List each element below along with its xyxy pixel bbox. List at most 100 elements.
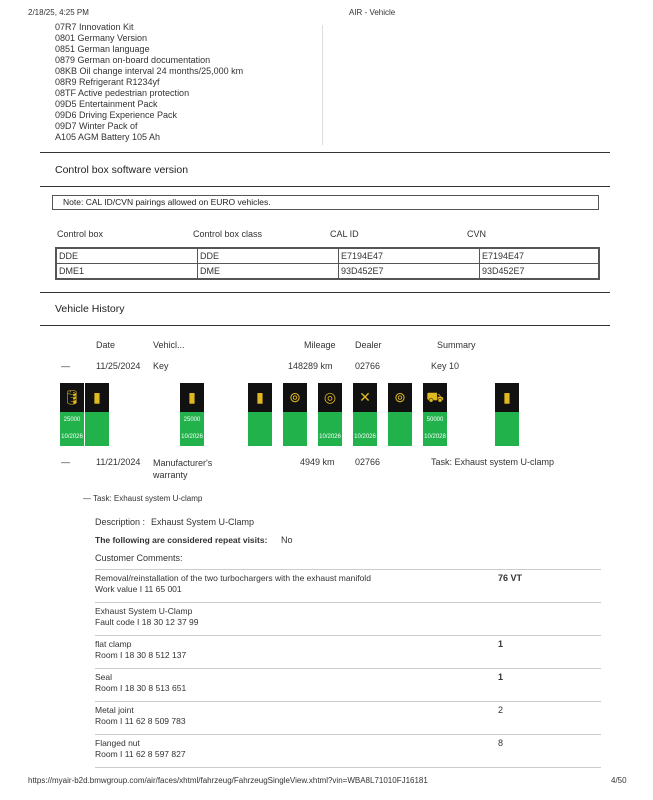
task-item: flat clamp Room I 18 30 8 512 137 [95,639,186,661]
item-quantity: 8 [498,738,504,748]
brake-fluid-icon: ◎ [323,389,337,405]
item-name: Flanged nut [95,738,140,748]
service-tile[interactable]: ▮ [85,383,109,446]
service-tile[interactable]: ▮ 25000 10/2026 [180,383,204,446]
tile-date [85,429,109,446]
battery-icon: ▮ [256,389,264,405]
task-collapse-toggle[interactable]: — [83,494,91,503]
col-header-mileage[interactable]: Mileage [304,340,336,350]
option-item: 0801 Germany Version [55,33,148,43]
print-title: AIR - Vehicle [349,8,396,17]
service-tile[interactable]: ▮ [495,383,519,446]
history-mileage: 148289 km [288,361,333,371]
tile-date: 10/2026 [354,434,376,440]
tile-mileage [495,412,519,429]
task-item: Flanged nut Room I 11 62 8 597 827 [95,738,186,760]
divider [40,292,610,293]
col-header-cal-id: CAL ID [330,229,359,239]
tile-mileage [85,412,109,429]
oil-can-icon: 🛢 [63,389,81,405]
service-tile[interactable]: ▮ [248,383,272,446]
tile-date: 10/2026 [319,434,341,440]
front-brake-icon: ⊚ [289,389,301,405]
tile-date: 10/2026 [181,434,203,440]
tile-date: 10/2028 [424,434,446,440]
note-label: Note: [63,197,84,207]
page-number: 4/50 [611,776,627,785]
task-title: Task: Exhaust system U-clamp [93,494,203,503]
option-item: 09D6 Driving Experience Pack [55,110,178,120]
col-header-cvn: CVN [467,229,487,239]
service-tile[interactable]: ◎ 10/2026 [318,383,342,446]
description-label: Description : [95,517,146,527]
table-cell: 93D452E7 [338,263,480,280]
table-cell: DME [197,263,339,280]
table-cell: 93D452E7 [479,263,600,280]
item-code: Room I 18 30 8 512 137 [95,650,187,660]
tile-mileage [283,412,307,429]
history-mileage: 4949 km [300,457,335,467]
item-quantity: 2 [498,705,504,715]
tile-mileage [388,412,412,429]
item-code: Room I 11 62 8 597 827 [95,749,186,759]
repeat-visits-label: The following are considered repeat visi… [95,535,268,545]
collapse-toggle[interactable]: — [61,457,70,467]
history-dealer: 02766 [355,361,381,371]
service-tile[interactable]: ✕ 10/2026 [353,383,377,446]
option-item: 0851 German language [55,44,150,54]
table-cell: E7194E47 [479,247,600,264]
option-item: 08KB Oil change interval 24 months/25,00… [55,66,244,76]
col-header-vehicle[interactable]: Vehicl... [153,340,185,350]
col-header-summary[interactable]: Summary [437,340,476,350]
option-item: 08TF Active pedestrian protection [55,88,190,98]
service-tile[interactable]: ⛟ 50000 10/2028 [423,383,447,446]
history-dealer: 02766 [355,457,381,467]
row-divider [95,602,601,603]
row-divider [95,668,601,669]
rear-brake-icon: ⊚ [394,389,406,405]
tile-date: 10/2026 [61,434,83,440]
item-code: Room I 18 30 8 513 651 [95,683,187,693]
item-name: Metal joint [95,705,134,715]
tile-mileage [248,412,272,429]
tile-mileage: 50000 [426,417,444,423]
item-code: Work value I 11 65 001 [95,584,182,594]
option-item: 09D5 Entertainment Pack [55,99,158,109]
item-code: Room I 11 62 8 509 783 [95,716,186,726]
item-quantity: 76 VT [498,573,523,583]
row-divider [95,767,601,768]
option-item: A105 AGM Battery 105 Ah [55,132,161,142]
item-code: Fault code I 18 30 12 37 99 [95,617,199,627]
service-tile[interactable]: ⊚ [388,383,412,446]
row-divider [95,569,601,570]
battery-icon: ▮ [188,389,196,405]
col-header-control-box-class: Control box class [193,229,263,239]
history-vehicle: Key [153,361,169,371]
row-divider [95,635,601,636]
service-tools-icon: ✕ [359,389,371,405]
repeat-visits-value: No [281,535,293,545]
item-quantity: 1 [498,639,504,649]
section-title-control-box: Control box software version [55,164,189,176]
collapse-toggle[interactable]: — [61,361,70,371]
service-tile[interactable]: ⊚ [283,383,307,446]
col-header-dealer[interactable]: Dealer [355,340,382,350]
vehicle-inspection-icon: ⛟ [426,389,444,405]
item-name: flat clamp [95,639,132,649]
task-item: Metal joint Room I 11 62 8 509 783 [95,705,186,727]
table-cell: DDE [55,247,198,264]
task-item: Seal Room I 18 30 8 513 651 [95,672,186,694]
tile-date [248,429,272,446]
tile-mileage: 25000 [63,417,81,423]
section-title-vehicle-history: Vehicle History [55,303,125,315]
history-date: 11/25/2024 [96,361,141,371]
option-item: 08R9 Refrigerant R1234yf [55,77,160,87]
col-header-date[interactable]: Date [96,340,116,350]
service-tile[interactable]: 🛢 25000 10/2026 [60,383,84,446]
column-divider [322,25,323,145]
table-cell: DDE [197,247,339,264]
description-value: Exhaust System U-Clamp [151,517,255,527]
tile-date [283,429,307,446]
item-name: Seal [95,672,113,682]
